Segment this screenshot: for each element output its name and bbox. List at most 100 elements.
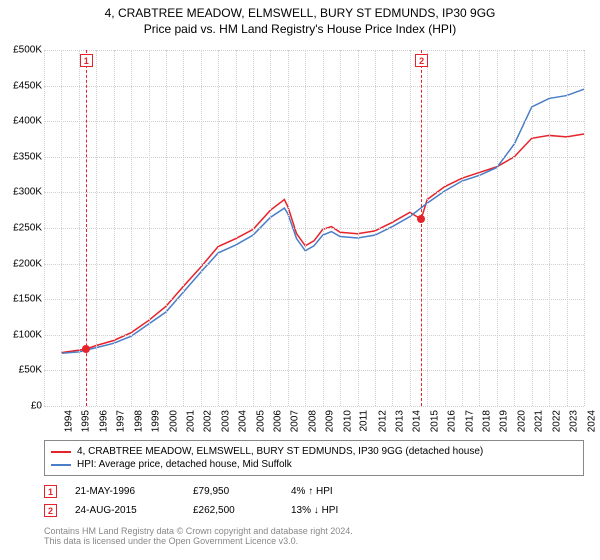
gridline-h bbox=[44, 335, 584, 336]
gridline-h bbox=[44, 192, 584, 193]
gridline-v bbox=[462, 50, 463, 406]
x-axis-tick-label: 2009 bbox=[325, 410, 336, 432]
sale-point bbox=[417, 215, 425, 223]
gridline-v bbox=[549, 50, 550, 406]
gridline-v bbox=[392, 50, 393, 406]
footer-text: Contains HM Land Registry data © Crown c… bbox=[44, 526, 584, 546]
gridline-v bbox=[532, 50, 533, 406]
gridline-h bbox=[44, 86, 584, 87]
sales-pct: 4% ↑ HPI bbox=[291, 486, 391, 497]
x-axis-tick-label: 2022 bbox=[551, 410, 562, 432]
sales-marker: 1 bbox=[44, 485, 57, 498]
legend-box: 4, CRABTREE MEADOW, ELMSWELL, BURY ST ED… bbox=[44, 440, 584, 476]
x-axis-tick-label: 2000 bbox=[168, 410, 179, 432]
footer-line1: Contains HM Land Registry data © Crown c… bbox=[44, 526, 584, 536]
gridline-v bbox=[514, 50, 515, 406]
sale-point bbox=[82, 345, 90, 353]
x-axis-tick-label: 2005 bbox=[255, 410, 266, 432]
marker-box: 2 bbox=[415, 54, 428, 67]
sales-table: 121-MAY-1996£79,9504% ↑ HPI224-AUG-2015£… bbox=[44, 482, 584, 520]
y-axis-tick-label: £200K bbox=[2, 258, 42, 269]
gridline-v bbox=[375, 50, 376, 406]
gridline-v bbox=[253, 50, 254, 406]
gridline-v bbox=[61, 50, 62, 406]
x-axis-tick-label: 2017 bbox=[464, 410, 475, 432]
x-axis-tick-label: 2007 bbox=[290, 410, 301, 432]
gridline-v bbox=[445, 50, 446, 406]
marker-refline bbox=[421, 50, 422, 406]
x-axis-tick-label: 1995 bbox=[81, 410, 92, 432]
chart-container: 4, CRABTREE MEADOW, ELMSWELL, BURY ST ED… bbox=[0, 0, 600, 560]
x-axis-tick-label: 2001 bbox=[185, 410, 196, 432]
gridline-v bbox=[270, 50, 271, 406]
x-axis-tick-label: 2021 bbox=[534, 410, 545, 432]
chart-title: 4, CRABTREE MEADOW, ELMSWELL, BURY ST ED… bbox=[0, 0, 600, 20]
x-axis-tick-label: 2020 bbox=[516, 410, 527, 432]
plot-area: 12 bbox=[44, 50, 584, 406]
x-axis-tick-label: 2013 bbox=[394, 410, 405, 432]
gridline-v bbox=[567, 50, 568, 406]
x-axis-tick-label: 1998 bbox=[133, 410, 144, 432]
gridline-v bbox=[427, 50, 428, 406]
x-axis-tick-label: 2008 bbox=[307, 410, 318, 432]
x-axis-tick-label: 1999 bbox=[150, 410, 161, 432]
x-axis-tick-label: 2011 bbox=[359, 410, 370, 432]
legend-swatch bbox=[51, 464, 71, 466]
x-axis-tick-label: 2012 bbox=[377, 410, 388, 432]
x-axis-tick-label: 1997 bbox=[116, 410, 127, 432]
legend-swatch bbox=[51, 451, 71, 453]
y-axis-tick-label: £150K bbox=[2, 294, 42, 305]
footer-line2: This data is licensed under the Open Gov… bbox=[44, 536, 584, 546]
sales-row: 224-AUG-2015£262,50013% ↓ HPI bbox=[44, 501, 584, 520]
sales-price: £79,950 bbox=[193, 486, 273, 497]
gridline-h bbox=[44, 228, 584, 229]
x-axis-tick-label: 2018 bbox=[481, 410, 492, 432]
legend-label: HPI: Average price, detached house, Mid … bbox=[77, 459, 292, 470]
gridline-v bbox=[44, 50, 45, 406]
y-axis-tick-label: £50K bbox=[2, 365, 42, 376]
gridline-v bbox=[497, 50, 498, 406]
y-axis-tick-label: £500K bbox=[2, 45, 42, 56]
gridline-h bbox=[44, 50, 584, 51]
legend-row: HPI: Average price, detached house, Mid … bbox=[51, 458, 577, 471]
legend-row: 4, CRABTREE MEADOW, ELMSWELL, BURY ST ED… bbox=[51, 445, 577, 458]
x-axis-tick-label: 2006 bbox=[272, 410, 283, 432]
gridline-v bbox=[584, 50, 585, 406]
y-axis-tick-label: £250K bbox=[2, 223, 42, 234]
y-axis-tick-label: £350K bbox=[2, 151, 42, 162]
y-axis-tick-label: £400K bbox=[2, 116, 42, 127]
gridline-h bbox=[44, 157, 584, 158]
gridline-h bbox=[44, 370, 584, 371]
gridline-h bbox=[44, 299, 584, 300]
x-axis-tick-label: 2014 bbox=[412, 410, 423, 432]
gridline-v bbox=[305, 50, 306, 406]
x-axis-tick-label: 2023 bbox=[568, 410, 579, 432]
legend-label: 4, CRABTREE MEADOW, ELMSWELL, BURY ST ED… bbox=[77, 446, 483, 457]
x-axis-tick-label: 2019 bbox=[499, 410, 510, 432]
gridline-v bbox=[479, 50, 480, 406]
y-axis-tick-label: £100K bbox=[2, 329, 42, 340]
gridline-v bbox=[236, 50, 237, 406]
gridline-v bbox=[358, 50, 359, 406]
gridline-v bbox=[79, 50, 80, 406]
gridline-v bbox=[410, 50, 411, 406]
x-axis-tick-label: 1994 bbox=[63, 410, 74, 432]
gridline-v bbox=[183, 50, 184, 406]
sales-row: 121-MAY-1996£79,9504% ↑ HPI bbox=[44, 482, 584, 501]
gridline-v bbox=[149, 50, 150, 406]
x-axis-tick-label: 1996 bbox=[98, 410, 109, 432]
y-axis-tick-label: £450K bbox=[2, 80, 42, 91]
sales-price: £262,500 bbox=[193, 505, 273, 516]
gridline-v bbox=[340, 50, 341, 406]
gridline-v bbox=[323, 50, 324, 406]
y-axis-tick-label: £0 bbox=[2, 401, 42, 412]
gridline-h bbox=[44, 121, 584, 122]
gridline-v bbox=[166, 50, 167, 406]
x-axis-tick-label: 2024 bbox=[586, 410, 597, 432]
gridline-v bbox=[131, 50, 132, 406]
x-axis-tick-label: 2003 bbox=[220, 410, 231, 432]
x-axis-tick-label: 2016 bbox=[446, 410, 457, 432]
gridline-h bbox=[44, 264, 584, 265]
marker-box: 1 bbox=[80, 54, 93, 67]
gridline-h bbox=[44, 406, 584, 407]
